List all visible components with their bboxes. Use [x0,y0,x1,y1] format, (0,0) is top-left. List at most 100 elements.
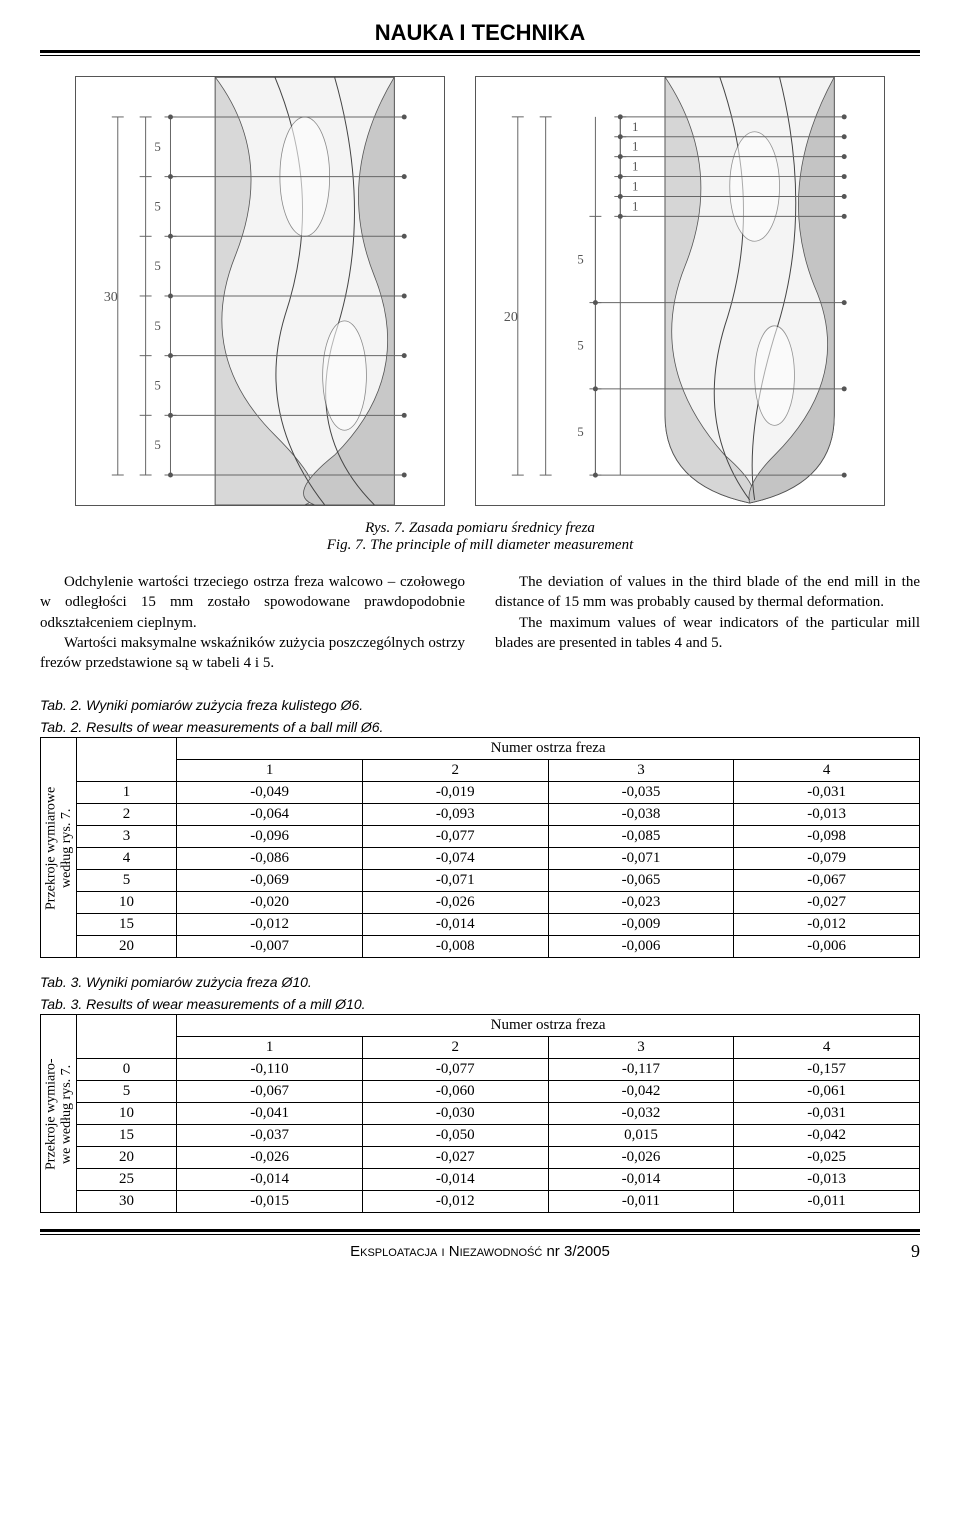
table-cell: -0,014 [362,914,548,936]
table-cell: -0,071 [548,848,734,870]
table-cell: -0,038 [548,804,734,826]
table-cell: -0,008 [362,936,548,958]
table-row-head: 2 [76,804,176,826]
dim-label: 1 [632,178,638,193]
table-cell: 0,015 [548,1125,734,1147]
table-2: Przekroje wymiarowewedług rys. 7. Numer o… [40,737,920,958]
table-corner [76,1015,176,1059]
table-col-head: 2 [362,1037,548,1059]
table-cell: -0,015 [177,1191,363,1213]
table-cell: -0,009 [548,914,734,936]
table-row: 20-0,026-0,027-0,026-0,025 [41,1147,920,1169]
table-row: 30-0,015-0,012-0,011-0,011 [41,1191,920,1213]
rule-thick [40,50,920,53]
table-cell: -0,050 [362,1125,548,1147]
table-col-head: 3 [548,1037,734,1059]
table-cell: -0,023 [548,892,734,914]
para-right-1: The deviation of values in the third bla… [495,572,920,613]
table-row-head: 5 [76,870,176,892]
table-cell: -0,061 [734,1081,920,1103]
table-cell: -0,011 [548,1191,734,1213]
table-col-head: 1 [177,1037,363,1059]
table-cell: -0,060 [362,1081,548,1103]
table-row-head: 1 [76,782,176,804]
caption-line-1: Rys. 7. Zasada pomiaru średnicy freza [40,520,920,537]
table-cell: -0,007 [177,936,363,958]
table-cell: -0,014 [362,1169,548,1191]
table-cell: -0,026 [548,1147,734,1169]
column-right: The deviation of values in the third bla… [495,572,920,673]
table-row: 1-0,049-0,019-0,035-0,031 [41,782,920,804]
table-cell: -0,042 [548,1081,734,1103]
dim-label: 5 [154,139,160,154]
table-cell: -0,027 [734,892,920,914]
drill-body-left [215,77,394,505]
table-cell: -0,071 [362,870,548,892]
table-row: 10-0,020-0,026-0,023-0,027 [41,892,920,914]
table-row-head: 20 [76,936,176,958]
table-row-head: 0 [76,1059,176,1081]
table-cell: -0,157 [734,1059,920,1081]
table-row: 2-0,064-0,093-0,038-0,013 [41,804,920,826]
table-cell: -0,049 [177,782,363,804]
table-row-head: 10 [76,892,176,914]
table-cell: -0,037 [177,1125,363,1147]
table-cell: -0,013 [734,1169,920,1191]
tab3-caption-1: Tab. 3. Wyniki pomiarów zużycia freza Ø1… [40,974,920,990]
table-cell: -0,093 [362,804,548,826]
tab2-caption-2: Tab. 2. Results of wear measurements of … [40,719,920,735]
drill-left-svg: 30 555555 [76,77,444,505]
table-row: 25-0,014-0,014-0,014-0,013 [41,1169,920,1191]
table-cell: -0,079 [734,848,920,870]
figure-right: 20 11111555 [475,76,885,506]
dim-label: 5 [154,258,160,273]
table-cell: -0,067 [177,1081,363,1103]
table-row-head: 4 [76,848,176,870]
table-cell: -0,013 [734,804,920,826]
table-col-head: 2 [362,760,548,782]
table-cell: -0,031 [734,782,920,804]
table-cell: -0,110 [177,1059,363,1081]
table-cell: -0,096 [177,826,363,848]
table-cell: -0,042 [734,1125,920,1147]
table-cell: -0,032 [548,1103,734,1125]
table-row-head: 3 [76,826,176,848]
table-row: 5-0,069-0,071-0,065-0,067 [41,870,920,892]
dim-label: 1 [632,119,638,134]
table-cell: -0,064 [177,804,363,826]
tab3-caption-2: Tab. 3. Results of wear measurements of … [40,996,920,1012]
table-row: 3-0,096-0,077-0,085-0,098 [41,826,920,848]
para-left-2: Wartości maksymalne wskaźników zużycia p… [40,633,465,674]
dim-label: 5 [577,424,583,439]
table-cell: -0,065 [548,870,734,892]
dim-label: 1 [632,159,638,174]
figure-row: 30 555555 20 [40,76,920,506]
table-row: 20-0,007-0,008-0,006-0,006 [41,936,920,958]
table-row: 15-0,037-0,0500,015-0,042 [41,1125,920,1147]
table-cell: -0,012 [362,1191,548,1213]
table-cell: -0,077 [362,826,548,848]
table-corner [76,738,176,782]
table-row-label: Przekroje wymiarowewedług rys. 7. [41,738,77,958]
figure-left: 30 555555 [75,76,445,506]
dim-label: 5 [577,251,583,266]
table-cell: -0,012 [177,914,363,936]
table-cell: -0,019 [362,782,548,804]
dim-label: 5 [577,338,583,353]
footer-title: Eksploatacja i Niezawodność nr 3/2005 [70,1243,890,1260]
column-left: Odchylenie wartości trzeciego ostrza fre… [40,572,465,673]
table-row: 15-0,012-0,014-0,009-0,012 [41,914,920,936]
page-number: 9 [890,1241,920,1262]
table-cell: -0,030 [362,1103,548,1125]
table-header-top: Numer ostrza freza [177,738,920,760]
table-col-head: 4 [734,1037,920,1059]
table-cell: -0,026 [362,892,548,914]
table-cell: -0,069 [177,870,363,892]
page-header: NAUKA I TECHNIKA [40,20,920,46]
footer-text-3: 3/2005 [564,1243,610,1260]
table-row: 4-0,086-0,074-0,071-0,079 [41,848,920,870]
table-cell: -0,031 [734,1103,920,1125]
table-row-head: 15 [76,1125,176,1147]
footer: Eksploatacja i Niezawodność nr 3/2005 9 [40,1229,920,1262]
table-col-head: 4 [734,760,920,782]
